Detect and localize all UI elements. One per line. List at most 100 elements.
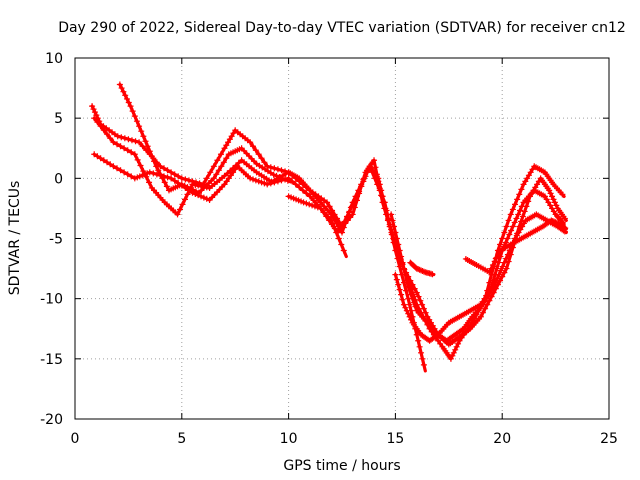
data-point [203,195,210,202]
data-point [373,171,380,178]
series-line [287,164,566,361]
data-point [121,169,128,176]
data-point [504,235,511,242]
data-point [516,191,523,198]
data-point [157,172,164,179]
data-point [520,220,527,227]
data-point [247,175,254,182]
data-point [97,155,104,162]
data-point [215,167,222,174]
data-point [336,219,343,226]
data-point [406,313,413,320]
data-point [164,167,171,174]
data-point [309,202,316,209]
data-point [210,175,217,182]
data-point [133,118,140,125]
data-point [317,205,324,212]
data-point [481,295,488,302]
data-point [221,181,228,188]
data-point [186,186,193,193]
data-point [422,309,429,316]
data-point [398,291,405,298]
data-point [271,165,278,172]
data-point [192,181,199,188]
data-point [118,134,125,141]
data-point [143,173,150,180]
data-point [392,271,399,278]
x-tick-label: 15 [386,431,404,447]
data-point [214,157,221,164]
data-point [389,217,396,224]
data-point [274,166,281,173]
data-point [513,232,520,239]
data-point [225,175,232,182]
data-point [499,273,506,280]
data-point [509,223,516,230]
data-point [128,149,135,156]
data-point [182,184,189,191]
data-point [501,259,508,266]
data-point [453,343,460,350]
data-point [477,301,484,308]
y-tick-label: -10 [40,292,63,308]
series-track-2 [116,81,293,196]
data-point [514,196,521,203]
data-point [396,247,403,254]
data-point [91,109,98,116]
data-point [479,309,486,316]
data-point [520,181,527,188]
data-point [230,130,237,137]
data-point [267,164,274,171]
y-tick-label: 10 [45,51,63,67]
data-point [107,135,114,142]
data-point [429,271,436,278]
data-point [376,185,383,192]
data-point [306,193,313,200]
data-point [131,151,138,158]
data-series [89,81,569,373]
series-track-8 [392,187,566,344]
data-point [123,95,130,102]
data-point [415,337,422,344]
data-point [502,239,509,246]
data-point [529,166,536,173]
data-point [424,313,431,320]
data-point [419,301,426,308]
data-point [347,214,354,221]
data-point [503,223,510,230]
data-point [153,171,160,178]
data-point [285,175,292,182]
data-point [561,215,568,222]
data-point [491,258,498,265]
data-point [323,213,330,220]
y-tick-label: 0 [54,171,63,187]
data-point [412,303,419,310]
data-point [252,147,259,154]
data-point [232,162,239,169]
data-point [493,254,500,261]
data-point [551,199,558,206]
data-point [501,269,508,276]
data-point [192,190,199,197]
x-tick-label: 5 [177,431,186,447]
data-point [140,168,147,175]
data-point [395,241,402,248]
data-point [132,138,139,145]
data-point [250,143,256,150]
data-point [91,115,98,122]
data-point [449,352,456,359]
data-point [94,153,101,160]
data-point [499,263,506,270]
data-point [419,355,426,362]
data-point [408,316,415,323]
data-point [483,292,490,299]
data-point [541,193,548,200]
x-axis-label: GPS time / hours [283,458,400,474]
data-point [203,175,210,182]
data-point [203,184,210,191]
data-point [116,81,123,88]
data-point [381,205,388,212]
data-point [515,229,522,236]
series-track-10 [407,259,436,278]
data-point [519,213,526,220]
